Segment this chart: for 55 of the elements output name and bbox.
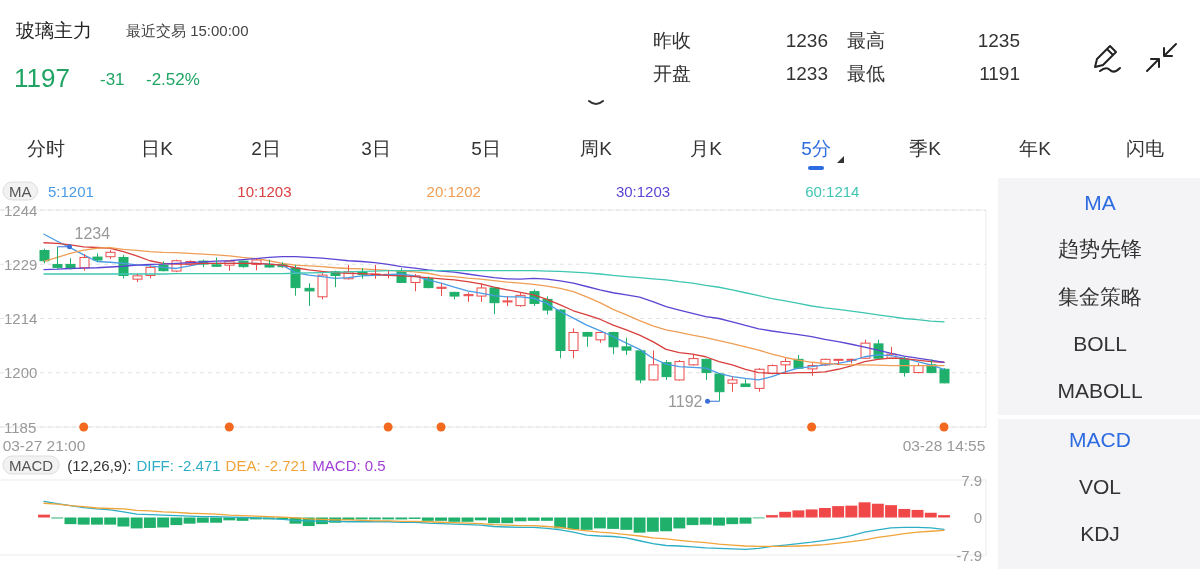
legend-item: 30:1203 <box>615 182 671 200</box>
annotation: 月K <box>690 137 722 159</box>
annotation: 昨收 <box>653 29 691 51</box>
annotation: 趋势先锋 <box>1058 236 1142 260</box>
annotation: 5分 <box>801 137 831 159</box>
annotation: VOL <box>1079 474 1121 498</box>
legend-title: MACD <box>9 456 54 474</box>
legend-item: DIFF: -2.471 <box>136 456 221 474</box>
annotation: 闪电 <box>1126 137 1164 159</box>
annotation: 2日 <box>251 137 281 159</box>
x-tick: 03-27 21:00 <box>2 436 86 454</box>
annotation: 1197 <box>14 63 70 93</box>
annotation: MABOLL <box>1057 378 1143 402</box>
y-tick: 0 <box>973 509 982 526</box>
annotation: 最高 <box>847 29 885 51</box>
annotation: MACD <box>1069 427 1131 451</box>
annotation: 1234 <box>74 225 111 243</box>
annotation: 3日 <box>361 137 391 159</box>
annotation: 开盘 <box>653 62 691 84</box>
annotation: 最低 <box>847 62 885 84</box>
annotation: 1192 <box>668 392 703 410</box>
y-tick: 1185 <box>4 418 37 436</box>
legend-item: 5:1201 <box>48 182 94 200</box>
y-tick: 7.9 <box>961 471 982 489</box>
annotation: BOLL <box>1073 331 1127 355</box>
annotation: -31 <box>100 69 125 89</box>
legend-item: 10:1203 <box>237 182 292 200</box>
annotation: 分时 <box>27 137 65 159</box>
annotation: (12,26,9): <box>67 456 132 474</box>
annotation: KDJ <box>1080 521 1120 545</box>
y-tick: 1214 <box>4 310 38 327</box>
legend-item: 20:1202 <box>426 182 481 200</box>
legend-title: MA <box>9 182 32 200</box>
y-tick: 1229 <box>4 255 38 273</box>
annotation: 1233 <box>785 62 828 84</box>
y-tick: -7.9 <box>956 546 982 564</box>
legend-item: DEA: -2.721 <box>225 456 308 474</box>
y-tick: 1200 <box>4 364 38 382</box>
y-tick: 1244 <box>4 201 38 219</box>
annotation: 5日 <box>471 137 501 159</box>
legend-item: 60:1214 <box>805 182 860 200</box>
annotation: 1191 <box>979 62 1020 84</box>
legend-item: MACD: 0.5 <box>312 456 386 474</box>
title: 玻璃主力 <box>16 19 92 41</box>
x-tick: 03-28 14:55 <box>902 436 986 454</box>
annotation: 1236 <box>785 29 828 51</box>
annotation: 日K <box>141 137 173 159</box>
annotation: -2.52% <box>146 69 200 89</box>
subtitle: 最近交易 15:00:00 <box>126 21 249 39</box>
annotation: 集金策略 <box>1058 284 1142 308</box>
annotation: 季K <box>909 137 941 159</box>
annotation: 周K <box>580 137 612 159</box>
annotation: 1235 <box>977 29 1020 51</box>
annotation: 年K <box>1019 137 1051 159</box>
annotation: MA <box>1084 190 1116 214</box>
